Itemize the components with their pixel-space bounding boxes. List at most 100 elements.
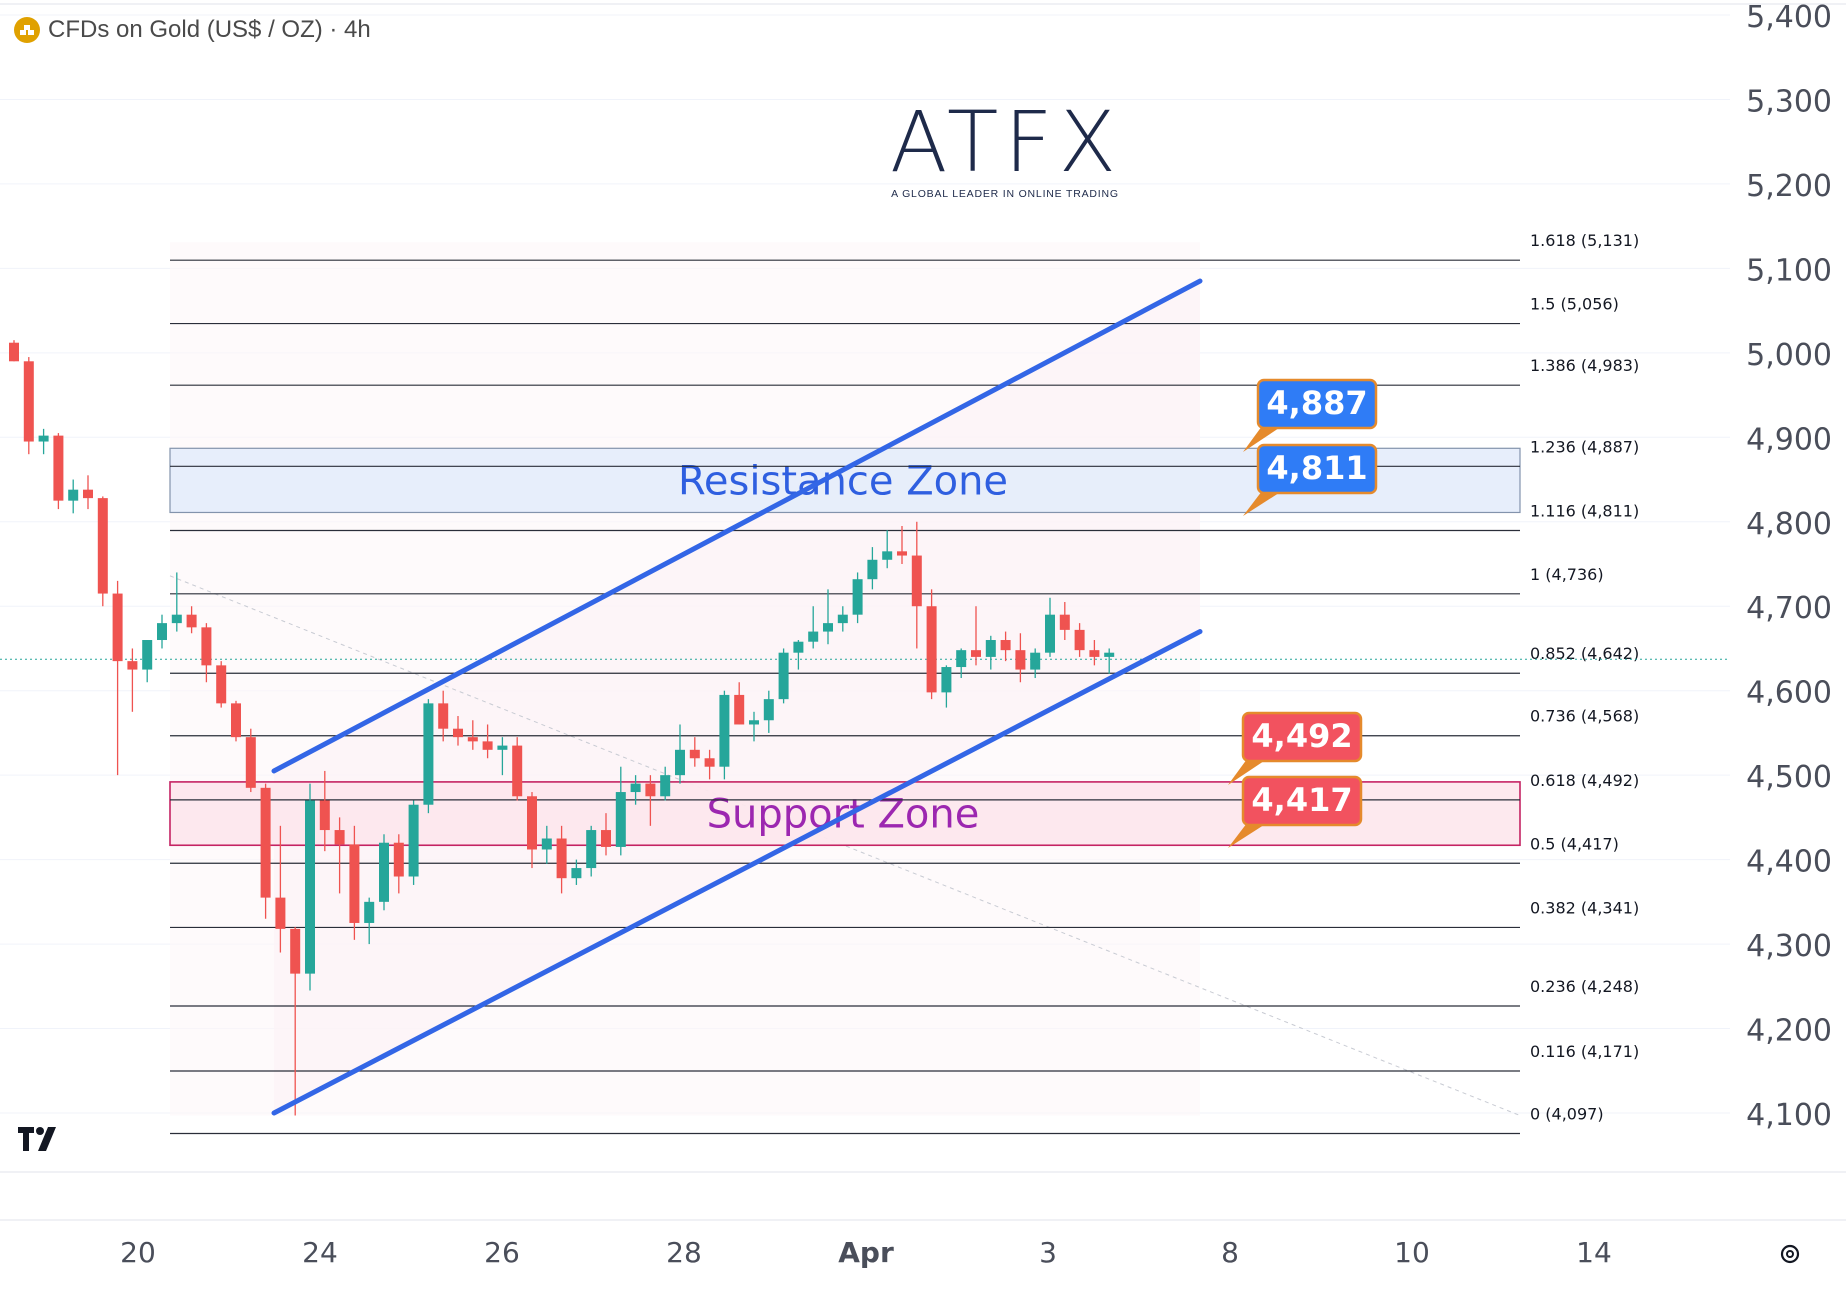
y-tick-label: 4,800	[1746, 507, 1832, 542]
candle-down	[704, 758, 715, 767]
candle-down	[1000, 640, 1011, 651]
candle-down	[53, 435, 64, 501]
candle-down	[911, 555, 922, 607]
candle-up	[171, 614, 182, 624]
channel-upper-line	[271, 278, 1203, 774]
candle-down	[1059, 614, 1070, 630]
price-callout: 4,492	[1228, 711, 1363, 785]
candle-up	[675, 749, 685, 776]
callout-pointer	[1243, 491, 1282, 516]
candle-down	[319, 800, 330, 831]
y-tick-label: 4,500	[1746, 760, 1832, 795]
candle-down	[127, 661, 138, 670]
candle-up	[615, 792, 626, 847]
candle-up	[763, 699, 774, 721]
candle-up	[571, 868, 582, 879]
candle-up	[541, 838, 552, 850]
fib-label: 1.618 (5,131)	[1530, 231, 1639, 250]
candle-down	[971, 650, 981, 657]
callout-pointer	[1228, 823, 1267, 848]
candle-down	[393, 842, 404, 877]
candle-down	[601, 830, 611, 847]
fib-label: 1.236 (4,887)	[1530, 437, 1639, 456]
fib-label: 0.736 (4,568)	[1530, 707, 1639, 726]
candle-down	[275, 897, 286, 929]
candle-up	[867, 559, 878, 580]
symbol-header[interactable]: CFDs on Gold (US$ / OZ) · 4h	[14, 16, 371, 44]
x-tick-label: 28	[666, 1236, 702, 1269]
x-tick-label: 20	[120, 1236, 156, 1269]
gold-bars-icon	[14, 17, 40, 43]
candle-down	[527, 796, 537, 850]
settings-gear-icon[interactable]	[1776, 1240, 1804, 1268]
candle-up	[408, 804, 419, 877]
resistance-zone-label: Resistance Zone	[678, 458, 1008, 504]
logo-tagline: A GLOBAL LEADER IN ONLINE TRADING	[891, 188, 1119, 200]
fib-label: 0.618 (4,492)	[1530, 771, 1639, 790]
candle-down	[186, 614, 197, 628]
y-tick-label: 4,200	[1746, 1014, 1832, 1049]
x-axis: 20 24 26 28 Apr 3 8 10 14	[120, 1236, 1612, 1269]
candle-down	[349, 844, 360, 923]
candle-up	[157, 623, 167, 641]
logo-brand: ATFX	[890, 93, 1123, 191]
candle-up	[1030, 652, 1041, 670]
candle-down	[97, 498, 108, 594]
fib-label: 0.382 (4,341)	[1530, 898, 1639, 917]
candle-down	[334, 830, 345, 845]
price-callout: 4,887	[1243, 378, 1378, 452]
candle-down	[689, 749, 700, 759]
fib-label: 0.5 (4,417)	[1530, 834, 1619, 853]
candle-down	[290, 928, 301, 974]
candle-up	[305, 800, 315, 974]
candle-down	[83, 489, 93, 499]
candle-up	[586, 830, 597, 869]
candle-down	[734, 694, 745, 725]
candle-up	[985, 640, 996, 657]
candle-up	[1045, 614, 1055, 653]
candle-down	[512, 745, 523, 797]
price-callout: 4,417	[1228, 775, 1363, 848]
candle-down	[260, 787, 271, 898]
callout-box	[1256, 443, 1378, 495]
candle-down	[112, 593, 123, 662]
y-tick-label: 5,200	[1746, 169, 1832, 204]
fib-trend-line	[169, 575, 1521, 1116]
fib-label: 0.852 (4,642)	[1530, 644, 1639, 663]
callout-price: 4,811	[1266, 449, 1367, 487]
candle-down	[556, 838, 567, 879]
y-tick-label: 4,400	[1746, 845, 1832, 880]
callout-price: 4,887	[1266, 384, 1367, 422]
fib-label: 0 (4,097)	[1530, 1105, 1604, 1124]
candle-down	[482, 741, 493, 750]
x-tick-label: 3	[1039, 1236, 1057, 1269]
y-tick-label: 5,300	[1746, 84, 1832, 119]
channel-lower-line	[271, 629, 1203, 1116]
candle-up	[941, 667, 952, 693]
y-tick-label: 5,100	[1746, 253, 1832, 288]
candle-up	[808, 631, 819, 642]
y-tick-label: 4,100	[1746, 1098, 1832, 1133]
candle-down	[201, 627, 212, 666]
callout-pointer	[1243, 426, 1282, 452]
y-tick-label: 4,900	[1746, 422, 1832, 457]
candle-up	[423, 703, 434, 805]
fib-label: 1.5 (5,056)	[1530, 295, 1619, 314]
candle-down	[231, 703, 241, 738]
candle-down	[453, 728, 463, 738]
symbol-label: CFDs on Gold (US$ / OZ) · 4h	[48, 16, 371, 43]
candle-down	[897, 551, 907, 556]
candle-up	[1104, 652, 1115, 657]
tradingview-logo-icon[interactable]	[18, 1124, 64, 1159]
candle-down	[1089, 650, 1100, 657]
candle-down	[245, 737, 256, 788]
candle-up	[793, 641, 804, 653]
candle-down	[216, 665, 227, 704]
candle-up	[660, 775, 671, 797]
candle-down	[23, 361, 34, 442]
fib-label: 1 (4,736)	[1530, 565, 1604, 584]
price-labels: 4,887 4,811 4,492 4,417	[1228, 378, 1378, 848]
y-tick-label: 5,400	[1746, 0, 1832, 35]
y-tick-label: 4,600	[1746, 676, 1832, 711]
